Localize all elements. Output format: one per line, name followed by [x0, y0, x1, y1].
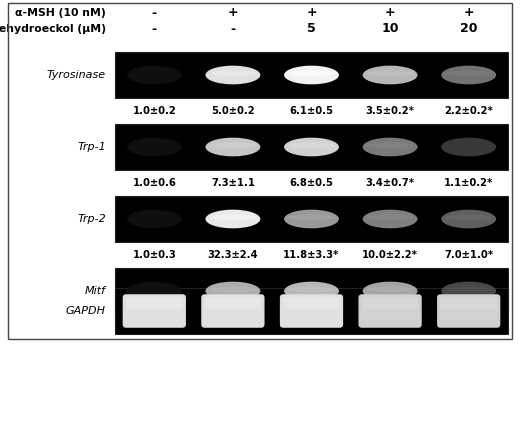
Text: 3.5±0.2*: 3.5±0.2* [366, 106, 415, 116]
Text: 6.8±0.5: 6.8±0.5 [290, 178, 333, 188]
Ellipse shape [209, 286, 256, 292]
Ellipse shape [367, 70, 414, 76]
Text: 7.0±1.0*: 7.0±1.0* [444, 250, 493, 260]
Text: 5.0±1.0*: 5.0±1.0* [444, 322, 493, 332]
Ellipse shape [445, 286, 492, 292]
Ellipse shape [209, 215, 256, 220]
Bar [115, 288, 508, 334]
FancyBboxPatch shape [122, 294, 186, 328]
Ellipse shape [441, 66, 496, 84]
Text: 32.3±2.4: 32.3±2.4 [207, 250, 258, 260]
Text: Mitf: Mitf [85, 286, 106, 296]
Ellipse shape [288, 215, 335, 220]
FancyBboxPatch shape [358, 294, 421, 328]
Ellipse shape [127, 138, 182, 156]
Bar [115, 124, 508, 170]
Ellipse shape [363, 210, 417, 229]
Text: Tyrosinase: Tyrosinase [47, 70, 106, 80]
Text: 1.0±0.5: 1.0±0.5 [132, 322, 176, 332]
Bar [115, 52, 508, 98]
Ellipse shape [441, 282, 496, 300]
Text: 5.0±0.2: 5.0±0.2 [211, 106, 255, 116]
Text: 2.2±0.2*: 2.2±0.2* [444, 106, 493, 116]
FancyBboxPatch shape [441, 298, 497, 309]
Text: 1.1±0.2*: 1.1±0.2* [444, 178, 493, 188]
Text: +: + [306, 6, 317, 19]
FancyBboxPatch shape [437, 294, 500, 328]
Text: 9.2±1.3*: 9.2±1.3* [287, 322, 336, 332]
Text: -: - [152, 22, 157, 35]
FancyBboxPatch shape [283, 298, 340, 309]
Text: 1.0±0.3: 1.0±0.3 [132, 250, 176, 260]
Ellipse shape [284, 282, 339, 300]
Ellipse shape [205, 66, 260, 84]
Ellipse shape [205, 138, 260, 156]
Ellipse shape [205, 210, 260, 229]
Text: -: - [152, 6, 157, 19]
Ellipse shape [127, 210, 182, 229]
Text: GAPDH: GAPDH [66, 306, 106, 316]
Text: α-MSH (10 nM): α-MSH (10 nM) [15, 8, 106, 18]
Text: 11.2±1.4: 11.2±1.4 [207, 322, 258, 332]
FancyBboxPatch shape [362, 298, 418, 309]
Ellipse shape [284, 66, 339, 84]
Ellipse shape [367, 286, 414, 292]
Text: 1.0±0.6: 1.0±0.6 [132, 178, 176, 188]
Ellipse shape [127, 66, 182, 84]
Text: 10: 10 [381, 22, 399, 35]
FancyBboxPatch shape [126, 298, 182, 309]
Ellipse shape [205, 282, 260, 300]
Ellipse shape [363, 282, 417, 300]
Text: +: + [228, 6, 238, 19]
FancyBboxPatch shape [201, 294, 265, 328]
Ellipse shape [445, 70, 492, 76]
Bar [115, 196, 508, 242]
Text: 8.6±0.7*: 8.6±0.7* [366, 322, 415, 332]
Text: Dioxinodehydroeckol (μM): Dioxinodehydroeckol (μM) [0, 24, 106, 34]
Text: 10.0±2.2*: 10.0±2.2* [362, 250, 418, 260]
Ellipse shape [441, 210, 496, 229]
Ellipse shape [367, 143, 414, 148]
Text: -: - [230, 22, 235, 35]
Text: 7.3±1.1: 7.3±1.1 [211, 178, 255, 188]
Ellipse shape [288, 70, 335, 76]
Ellipse shape [363, 138, 417, 156]
Ellipse shape [441, 138, 496, 156]
Ellipse shape [284, 138, 339, 156]
Text: +: + [463, 6, 474, 19]
Text: Trp-2: Trp-2 [77, 214, 106, 224]
Ellipse shape [127, 282, 182, 300]
Bar [115, 268, 508, 314]
Text: 6.1±0.5: 6.1±0.5 [290, 106, 333, 116]
Ellipse shape [209, 70, 256, 76]
Ellipse shape [288, 143, 335, 148]
Ellipse shape [445, 215, 492, 220]
Text: 1.0±0.2: 1.0±0.2 [132, 106, 176, 116]
Ellipse shape [284, 210, 339, 229]
Text: 5: 5 [307, 22, 316, 35]
Text: 20: 20 [460, 22, 477, 35]
FancyBboxPatch shape [280, 294, 343, 328]
Ellipse shape [209, 143, 256, 148]
Text: 3.4±0.7*: 3.4±0.7* [366, 178, 415, 188]
Bar [8, 3, 512, 339]
Ellipse shape [363, 66, 417, 84]
Ellipse shape [288, 286, 335, 292]
Text: Trp-1: Trp-1 [77, 142, 106, 152]
Text: 11.8±3.3*: 11.8±3.3* [283, 250, 340, 260]
Text: +: + [385, 6, 395, 19]
Ellipse shape [367, 215, 414, 220]
FancyBboxPatch shape [205, 298, 261, 309]
